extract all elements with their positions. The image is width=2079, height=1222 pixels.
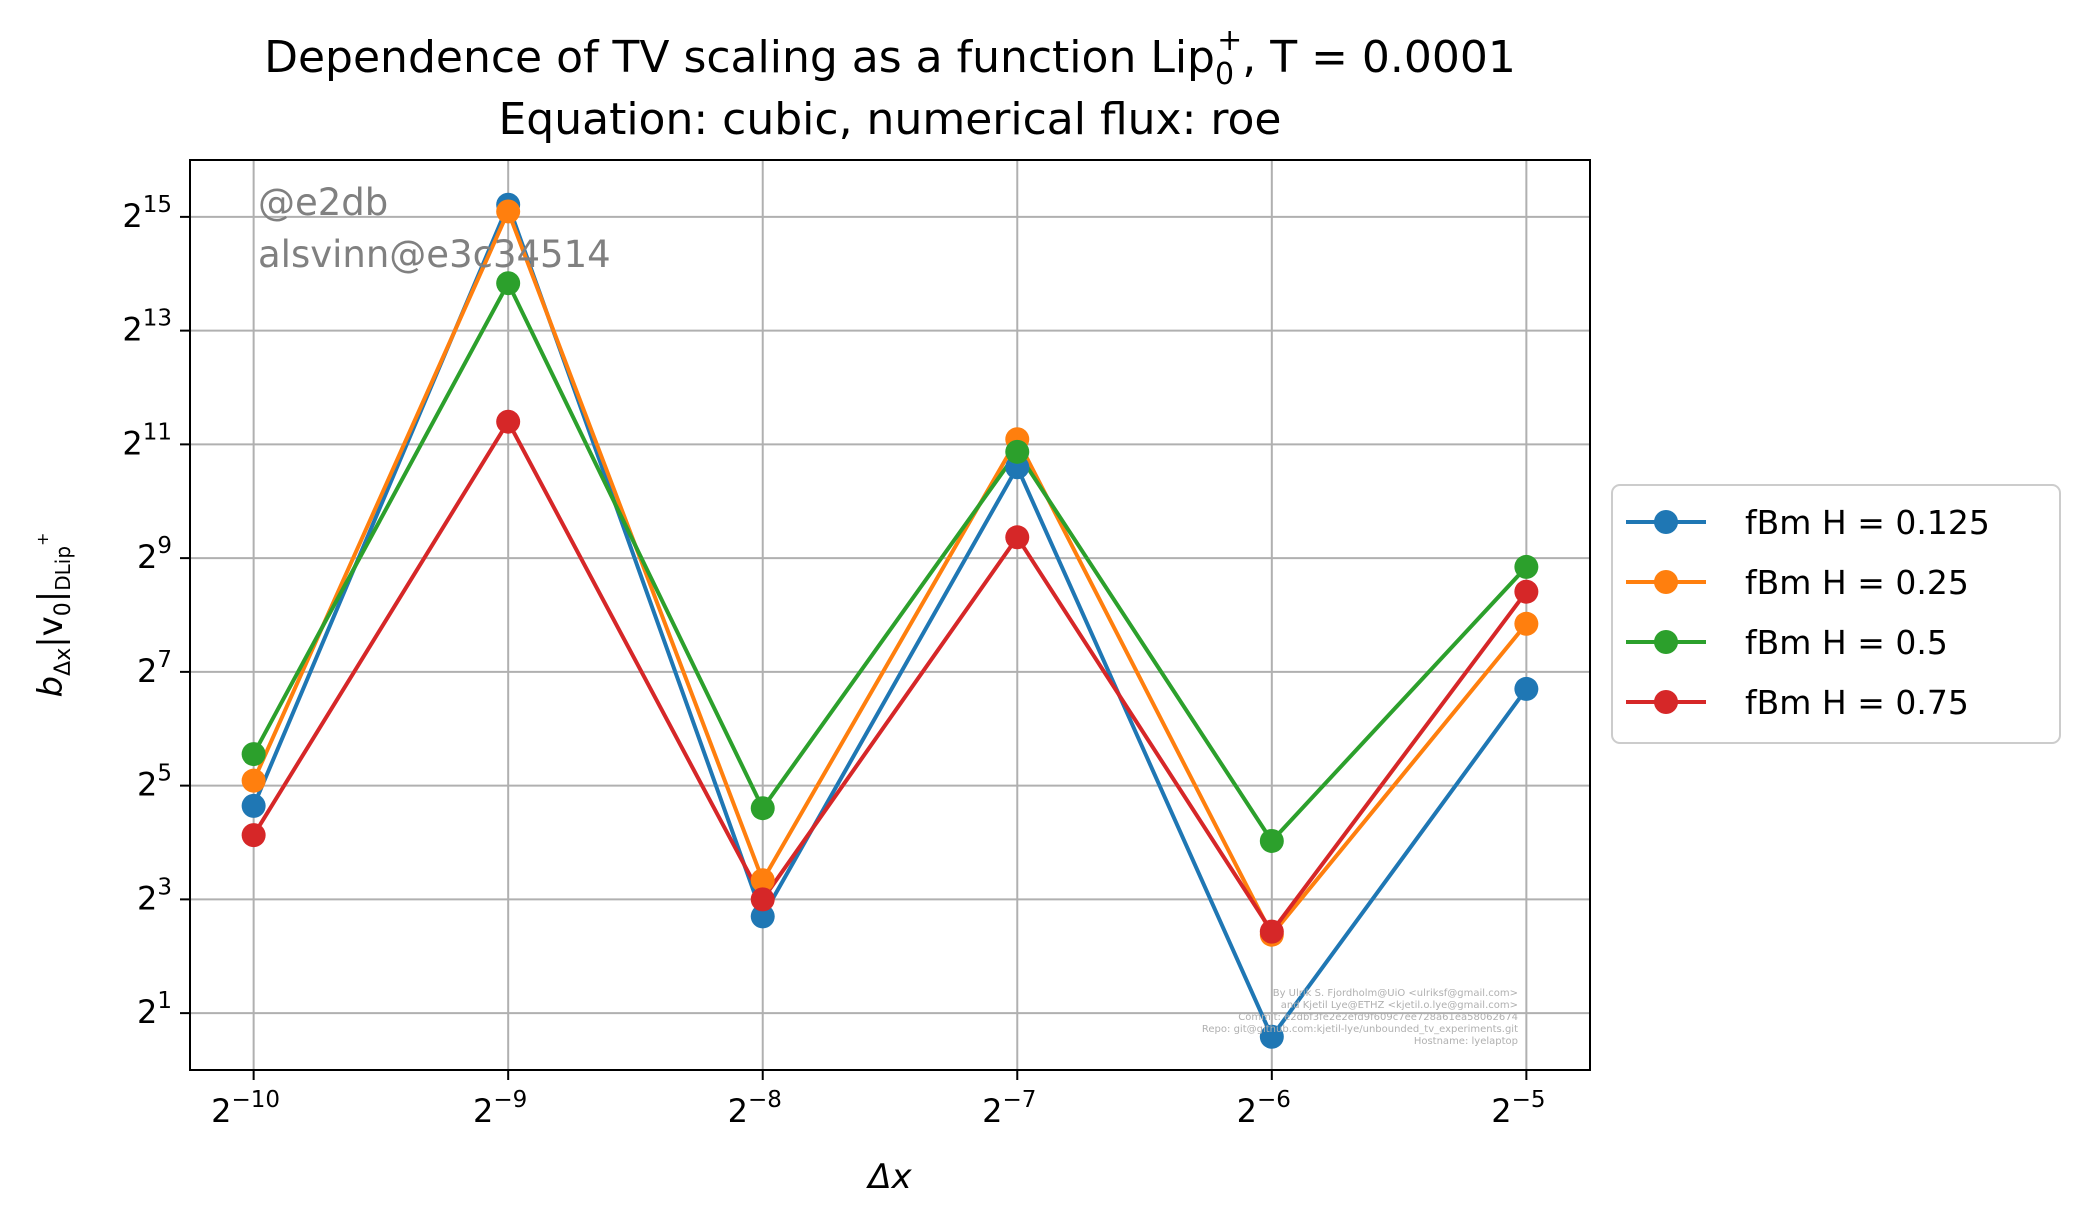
grid xyxy=(190,160,1590,1070)
data-point xyxy=(496,271,521,296)
x-tick-label: 2−5 xyxy=(1491,1087,1545,1130)
series-line-2 xyxy=(251,281,1528,843)
x-axis-label: Δx xyxy=(865,1157,912,1197)
footnote-line: and Kjetil Lye@ETHZ <kjetil.o.lye@gmail.… xyxy=(1281,1000,1518,1011)
legend-marker xyxy=(1654,510,1678,534)
title-t-value: , T = 0.0001 xyxy=(1242,32,1516,83)
series-line-0 xyxy=(251,202,1528,1039)
y-tick-label: 25 xyxy=(137,761,172,804)
x-ticks: 2−10 2−9 2−8 2−7 2−6 2−5 xyxy=(211,1070,1545,1130)
legend-label: fBm H = 0.75 xyxy=(1745,683,1969,722)
x-tick-label: 2−7 xyxy=(982,1087,1036,1130)
data-point xyxy=(1005,525,1030,550)
y-tick-label: 215 xyxy=(122,192,172,235)
y-tick-label: 27 xyxy=(137,647,172,690)
footnote-line: Hostname: lyelaptop xyxy=(1414,1036,1518,1047)
chart-title-line2: Equation: cubic, numerical flux: roe xyxy=(498,94,1281,145)
y-tick-label: 213 xyxy=(122,306,172,349)
legend-label: fBm H = 0.125 xyxy=(1745,503,1990,542)
data-point xyxy=(1259,1024,1284,1049)
y-label-sub2: 0 xyxy=(51,602,76,616)
series-line-1 xyxy=(251,209,1528,937)
y-tick-label: 21 xyxy=(137,988,172,1031)
x-tick-label: 2−10 xyxy=(211,1087,280,1130)
series-points xyxy=(241,192,1539,1049)
y-label-sup3: + xyxy=(33,533,52,546)
watermark-line1: @e2db xyxy=(258,181,388,224)
data-point xyxy=(1514,676,1539,701)
data-point xyxy=(1514,579,1539,604)
x-tick-label: 2−6 xyxy=(1237,1087,1291,1130)
series-lines xyxy=(251,202,1528,1039)
footnote: By Ulrik S. Fjordholm@UiO <ulriksf@gmail… xyxy=(1202,988,1518,1047)
plot-area: 2−10 2−9 2−8 2−7 2−6 2−5 21 23 25 27 29 211 213 215 xyxy=(122,159,1591,1130)
data-point xyxy=(750,904,775,929)
y-label-main: |v xyxy=(31,616,71,648)
y-tick-label: 23 xyxy=(137,874,172,917)
data-point xyxy=(241,823,266,848)
legend-label: fBm H = 0.25 xyxy=(1745,563,1969,602)
x-tick-label: 2−8 xyxy=(728,1087,782,1130)
data-point xyxy=(1259,828,1284,853)
legend-frame xyxy=(1611,484,2061,744)
title-lip-sup: + xyxy=(1217,23,1242,58)
legend: fBm H = 0.125 fBm H = 0.25 fBm H = 0.5 fBm … xyxy=(1611,484,2061,744)
title-lip-sub: 0 xyxy=(1215,57,1234,92)
chart-title-line1: Dependence of TV scaling as a function L… xyxy=(264,23,1516,92)
legend-label: fBm H = 0.5 xyxy=(1745,623,1948,662)
data-point xyxy=(241,768,266,793)
series-line-3 xyxy=(251,419,1528,934)
y-tick-label: 29 xyxy=(137,533,172,576)
data-point xyxy=(496,409,521,434)
y-label-sub3: DLip xyxy=(51,546,75,591)
y-axis-label: bΔx|v0|DLip+ xyxy=(31,533,76,698)
footnote-line: By Ulrik S. Fjordholm@UiO <ulriksf@gmail… xyxy=(1273,988,1518,999)
y-label-sub1: Δx xyxy=(51,648,76,676)
data-point xyxy=(750,868,775,893)
title-text: Dependence of TV scaling as a function L… xyxy=(264,32,1215,83)
data-point xyxy=(1514,554,1539,579)
data-point xyxy=(241,793,266,818)
legend-marker xyxy=(1654,630,1678,654)
data-point xyxy=(241,742,266,767)
data-point xyxy=(1005,439,1030,464)
legend-marker xyxy=(1654,690,1678,714)
data-point xyxy=(750,887,775,912)
watermark-line2: alsvinn@e3c34514 xyxy=(258,233,611,276)
y-label-bar: | xyxy=(31,591,71,602)
data-point xyxy=(496,199,521,224)
x-tick-label: 2−9 xyxy=(473,1087,527,1130)
legend-marker xyxy=(1654,570,1678,594)
footnote-line: Repo: git@github.com:kjetil-lye/unbounde… xyxy=(1202,1024,1518,1035)
y-ticks: 21 23 25 27 29 211 213 215 xyxy=(122,192,190,1031)
data-point xyxy=(1259,919,1284,944)
footnote-line: Commit: e2dbf3fe2e2efd9f609c7ee728a61ea5… xyxy=(1238,1012,1518,1023)
data-point xyxy=(1514,611,1539,636)
plot-frame xyxy=(189,159,1591,1071)
y-label-b: b xyxy=(31,676,71,698)
y-tick-label: 211 xyxy=(122,419,172,462)
data-point xyxy=(750,796,775,821)
